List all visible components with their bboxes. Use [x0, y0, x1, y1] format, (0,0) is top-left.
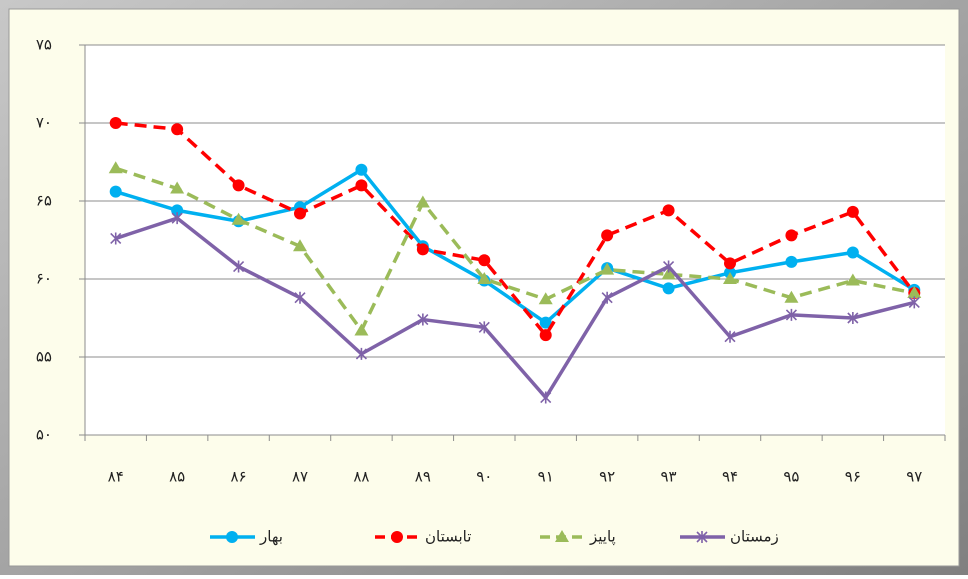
x-tick-label: ۹۵ — [783, 468, 799, 486]
marker — [539, 329, 552, 342]
marker — [696, 531, 708, 543]
marker — [601, 229, 614, 242]
marker — [355, 163, 368, 176]
marker — [355, 347, 367, 360]
marker — [478, 321, 490, 334]
marker — [477, 272, 492, 284]
marker — [170, 181, 185, 194]
x-tick-label: ۸۴ — [108, 468, 124, 486]
marker — [540, 391, 552, 404]
marker — [908, 296, 920, 309]
marker — [391, 531, 403, 543]
plot-area — [85, 45, 945, 435]
marker — [233, 260, 245, 273]
marker — [538, 292, 553, 305]
marker — [294, 291, 306, 304]
marker — [355, 179, 368, 192]
marker — [724, 330, 736, 343]
marker — [784, 290, 799, 303]
marker — [109, 117, 122, 129]
legend-label: پاییز — [589, 528, 616, 547]
marker — [662, 282, 675, 295]
series-line — [115, 216, 915, 400]
marker — [415, 195, 430, 208]
y-tick-label: ۶۰ — [36, 270, 52, 288]
y-tick-label: ۵۵ — [36, 348, 52, 366]
marker — [293, 239, 307, 252]
x-tick-label: ۸۷ — [292, 468, 308, 486]
x-tick-label: ۹۲ — [599, 468, 615, 486]
marker — [661, 267, 676, 280]
marker — [662, 204, 675, 217]
marker — [539, 316, 552, 329]
marker — [785, 255, 798, 268]
marker — [171, 212, 183, 225]
marker — [723, 272, 737, 284]
x-tick-label: ۹۷ — [906, 468, 922, 486]
marker — [846, 205, 859, 218]
x-tick-label: ۸۶ — [231, 468, 247, 486]
marker — [294, 207, 306, 220]
marker — [847, 312, 859, 324]
x-tick-label: ۸۸ — [353, 468, 369, 486]
marker — [601, 291, 613, 304]
y-tick-label: ۷۰ — [36, 114, 52, 132]
marker — [724, 257, 736, 270]
legend-label: زمستان — [730, 528, 779, 546]
x-tick-label: ۸۵ — [169, 468, 185, 486]
x-tick-label: ۹۶ — [845, 468, 861, 486]
series-line — [115, 121, 916, 337]
marker — [417, 313, 429, 326]
y-tick-label: ۵۰ — [36, 426, 52, 444]
series-line — [115, 166, 915, 333]
marker — [845, 273, 860, 286]
marker — [600, 262, 615, 275]
x-tick-label: ۸۹ — [415, 468, 431, 486]
legend-label: بهار — [259, 528, 283, 546]
marker — [171, 123, 184, 136]
marker — [108, 161, 123, 174]
legend-label: تابستان — [425, 528, 471, 546]
marker — [663, 260, 675, 273]
marker — [555, 530, 569, 542]
x-tick-label: ۹۳ — [661, 468, 677, 486]
marker — [110, 232, 122, 245]
marker — [354, 323, 369, 336]
x-tick-label: ۹۰ — [476, 468, 492, 486]
marker — [109, 185, 122, 198]
marker — [478, 254, 491, 267]
marker — [846, 246, 859, 259]
marker — [785, 229, 798, 242]
x-tick-label: ۹۱ — [538, 468, 554, 486]
x-tick-label: ۹۴ — [722, 468, 738, 486]
marker — [226, 531, 238, 543]
marker — [171, 204, 184, 217]
marker — [907, 286, 922, 299]
y-tick-label: ۷۵ — [36, 36, 52, 54]
marker — [785, 308, 797, 321]
marker — [231, 212, 246, 225]
marker — [232, 179, 245, 192]
marker — [416, 243, 429, 256]
series-line — [115, 168, 916, 325]
y-tick-label: ۶۵ — [36, 192, 52, 210]
